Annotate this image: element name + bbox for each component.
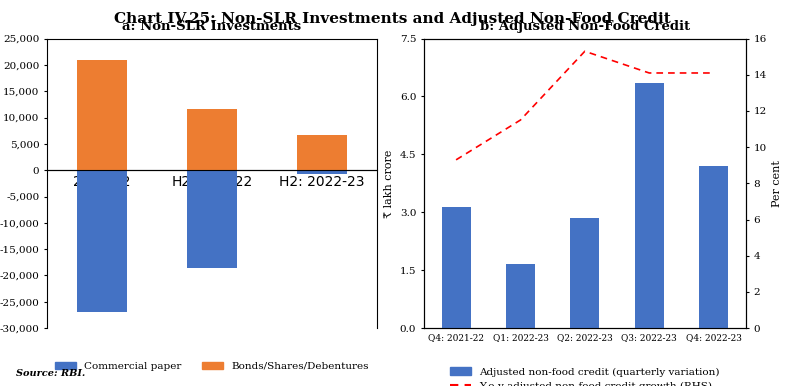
Bar — [442, 207, 470, 328]
Bar — [77, 170, 126, 312]
Bar — [699, 166, 728, 328]
Y-axis label: Per cent: Per cent — [772, 160, 782, 207]
Bar — [635, 83, 663, 328]
Bar — [297, 170, 346, 174]
Legend: Adjusted non-food credit (quarterly variation), Y-o-y adjusted non-food credit g: Adjusted non-food credit (quarterly vari… — [446, 363, 724, 386]
Legend: Commercial paper, Bonds/Shares/Debentures: Commercial paper, Bonds/Shares/Debenture… — [51, 357, 373, 375]
Bar — [297, 135, 346, 170]
Title: b: Adjusted Non-Food Credit: b: Adjusted Non-Food Credit — [480, 20, 690, 33]
Bar — [77, 60, 126, 170]
Text: Source: RBI.: Source: RBI. — [16, 369, 85, 378]
Bar — [506, 264, 535, 328]
Bar — [187, 170, 237, 267]
Bar — [187, 108, 237, 170]
Text: Chart IV.25: Non-SLR Investments and Adjusted Non-Food Credit: Chart IV.25: Non-SLR Investments and Adj… — [114, 12, 671, 25]
Title: a: Non-SLR Investments: a: Non-SLR Investments — [122, 20, 301, 33]
Y-axis label: ₹ lakh crore: ₹ lakh crore — [384, 149, 394, 218]
Bar — [571, 218, 599, 328]
